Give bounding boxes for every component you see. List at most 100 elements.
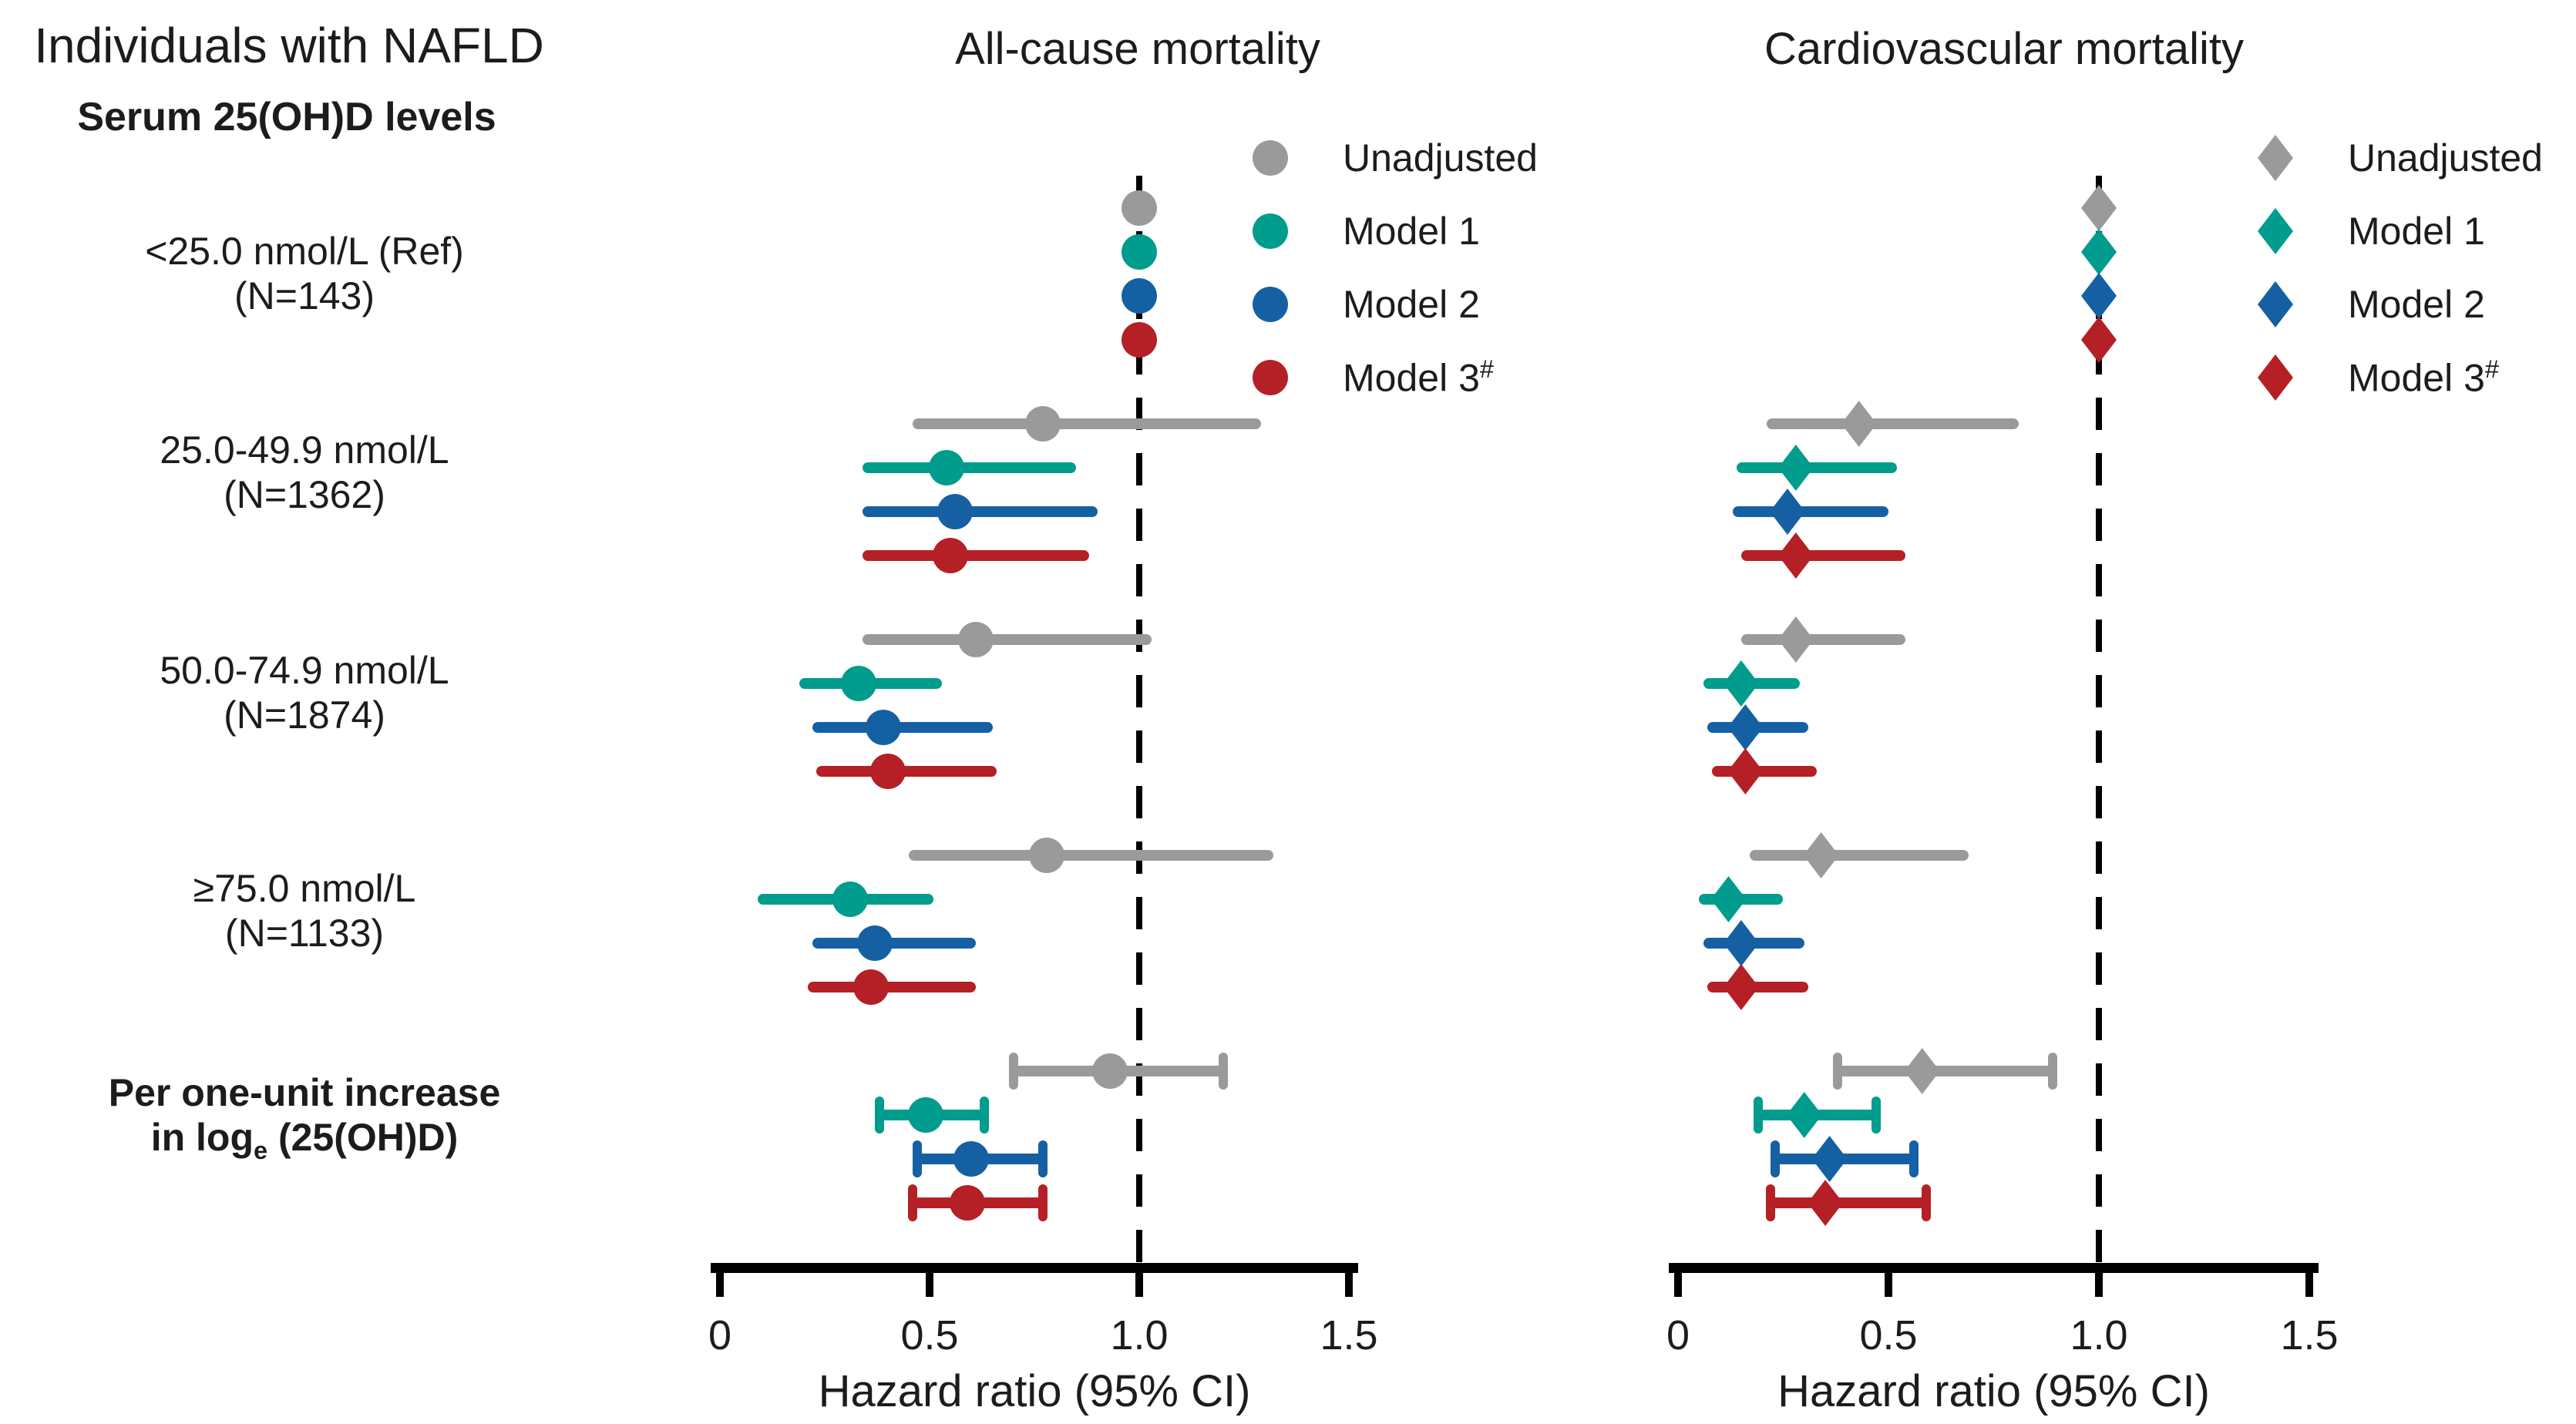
x-axis-tick: [716, 1268, 724, 1297]
legend-label: Unadjusted: [1343, 136, 1538, 180]
x-tick-label: 0.5: [900, 1312, 959, 1359]
x-axis-label: Hazard ratio (95% CI): [818, 1366, 1251, 1416]
x-axis-tick: [1345, 1268, 1353, 1297]
point-diamond: [1841, 401, 1877, 447]
ci-line: [913, 418, 1261, 429]
point-circle: [957, 622, 994, 657]
point-circle: [832, 882, 868, 917]
point-diamond: [1723, 660, 1759, 707]
point-diamond: [1723, 920, 1759, 966]
point-diamond: [2081, 185, 2117, 231]
error-bar-cap: [1037, 1184, 1048, 1221]
error-bar-cap: [1908, 1140, 1919, 1177]
point-diamond: [1727, 704, 1764, 751]
group-label-line1: Per one-unit increase: [108, 1071, 501, 1114]
point-circle: [953, 1141, 990, 1177]
x-tick-label: 0: [708, 1312, 732, 1359]
point-diamond: [1904, 1048, 1940, 1094]
ci-line: [908, 850, 1274, 861]
group-label-line2: (N=143): [234, 274, 375, 317]
ci-line: [1771, 1197, 1927, 1208]
error-bar-cap: [1218, 1053, 1228, 1090]
point-circle: [869, 754, 906, 789]
ci-line: [862, 550, 1089, 561]
ci-line: [1766, 418, 2019, 429]
ci-line: [862, 506, 1098, 517]
ci-line: [1732, 506, 1888, 517]
error-bar-cap: [1833, 1053, 1843, 1090]
error-bar-cap: [1871, 1097, 1881, 1133]
point-circle: [866, 710, 902, 745]
ci-line: [816, 766, 997, 777]
legend-label: Model 1: [2348, 210, 2485, 253]
point-diamond: [2081, 229, 2117, 275]
legend-label: Model 3#: [1343, 355, 1494, 400]
point-circle: [937, 494, 973, 529]
point-diamond: [1808, 1180, 1844, 1226]
legend-circle-swatch: [1253, 287, 1288, 322]
point-diamond: [1803, 832, 1839, 878]
reference-line: [1136, 176, 1142, 1268]
point-circle: [1122, 278, 1157, 314]
legend-label: Unadjusted: [2348, 136, 2543, 180]
x-axis-tick: [2305, 1268, 2313, 1297]
ci-line: [1711, 766, 1818, 777]
ci-line: [1740, 634, 1905, 645]
point-circle: [1122, 190, 1157, 226]
legend-label: Model 3#: [2348, 355, 2499, 400]
x-axis-tick: [1885, 1268, 1892, 1297]
legend-label: Model 1: [1343, 210, 1480, 253]
point-diamond: [1727, 748, 1764, 794]
point-diamond: [2081, 317, 2117, 363]
ci-line: [812, 722, 993, 733]
ci-line: [862, 462, 1077, 473]
error-bar-cap: [1008, 1053, 1018, 1090]
error-bar-cap: [1766, 1184, 1776, 1221]
point-circle: [1024, 406, 1061, 442]
serum-levels-heading: Serum 25(OH)D levels: [77, 95, 496, 139]
legend-diamond-swatch: [2258, 208, 2293, 254]
ci-line: [1737, 462, 1897, 473]
group-label-line2: in loge (25(OH)D): [150, 1116, 459, 1164]
point-diamond: [1811, 1136, 1848, 1182]
ci-line: [1740, 550, 1905, 561]
error-bar-cap: [1922, 1184, 1932, 1221]
point-circle: [1091, 1053, 1128, 1089]
x-tick-label: 1.0: [1110, 1312, 1169, 1359]
point-circle: [840, 666, 876, 701]
ci-line: [808, 982, 976, 992]
x-tick-label: 1.5: [1320, 1312, 1378, 1359]
point-circle: [1122, 322, 1157, 358]
point-circle: [949, 1185, 985, 1221]
error-bar-cap: [874, 1097, 884, 1133]
error-bar-cap: [912, 1140, 922, 1177]
x-tick-label: 1.5: [2280, 1312, 2339, 1359]
point-circle: [857, 925, 893, 961]
group-label-line1: 50.0-74.9 nmol/L: [160, 649, 449, 692]
error-bar-cap: [1037, 1140, 1048, 1177]
error-bar-cap: [979, 1097, 989, 1133]
x-axis: [711, 1263, 1358, 1273]
point-circle: [907, 1097, 943, 1133]
x-axis-tick: [926, 1268, 933, 1297]
x-axis-tick: [2095, 1268, 2103, 1297]
point-circle: [1122, 234, 1157, 270]
point-circle: [853, 969, 889, 1005]
error-bar-cap: [2047, 1053, 2057, 1090]
panel-title: All-cause mortality: [955, 24, 1320, 74]
x-tick-label: 0.5: [1859, 1312, 1918, 1359]
x-tick-label: 0: [1666, 1312, 1690, 1359]
x-axis-tick: [1674, 1268, 1682, 1297]
point-circle: [1029, 838, 1065, 873]
point-diamond: [1777, 616, 1814, 663]
x-axis-tick: [1135, 1268, 1143, 1297]
ci-line: [1838, 1066, 2053, 1076]
point-diamond: [1710, 876, 1747, 922]
point-diamond: [1786, 1092, 1822, 1138]
legend-diamond-swatch: [2258, 135, 2293, 181]
error-bar-cap: [1770, 1140, 1780, 1177]
point-circle: [928, 450, 964, 485]
point-diamond: [1769, 489, 1805, 535]
point-diamond: [2081, 273, 2117, 319]
